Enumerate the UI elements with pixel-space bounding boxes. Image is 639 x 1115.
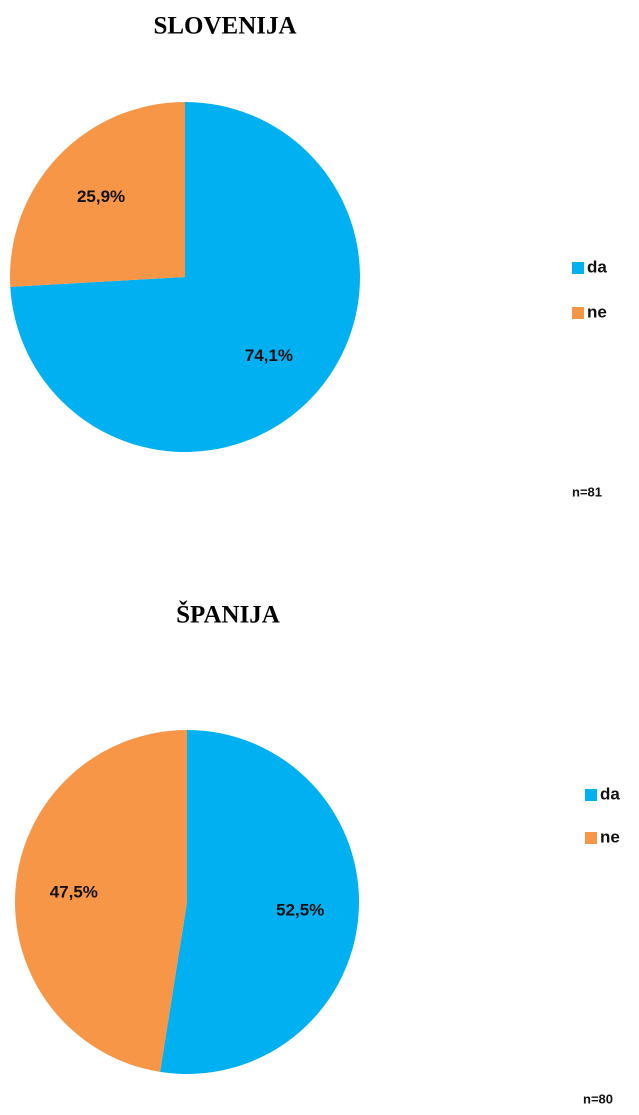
annotation: n=81 [572, 484, 602, 499]
chart-title: ŠPANIJA [176, 601, 280, 629]
chart-title: SLOVENIJA [153, 13, 296, 40]
pie-slice [9, 102, 185, 287]
data-label: 47,5% [50, 883, 98, 902]
pie-slice [160, 730, 359, 1074]
legend-swatch [585, 832, 597, 844]
legend-swatch [585, 789, 597, 801]
legend-label: da [587, 257, 607, 276]
legend-label: ne [587, 302, 607, 321]
pie-slice [10, 102, 361, 452]
data-label: 74,1% [245, 346, 293, 365]
data-label: 25,9% [77, 187, 125, 206]
data-label: 52,5% [276, 900, 324, 919]
legend-swatch [572, 262, 584, 274]
pie-slice [14, 730, 188, 1072]
legend-swatch [572, 307, 584, 319]
legend-label: da [600, 784, 620, 803]
legend-label: ne [600, 827, 620, 846]
annotation: n=80 [583, 1091, 613, 1106]
